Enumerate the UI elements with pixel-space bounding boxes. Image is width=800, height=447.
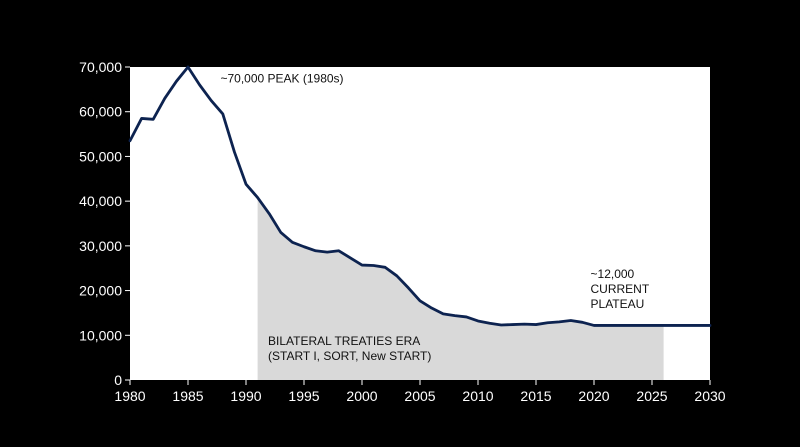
data-point	[535, 323, 537, 325]
annotation-text: PLATEAU	[591, 297, 645, 311]
data-point	[314, 250, 316, 252]
data-point	[604, 324, 606, 326]
warhead-stockpile-line	[128, 65, 712, 327]
y-tick-label: 70,000	[79, 59, 122, 75]
data-point	[570, 319, 572, 321]
y-tick-label: 50,000	[79, 148, 122, 164]
y-tick-label: 30,000	[79, 238, 122, 254]
data-point	[384, 266, 386, 268]
treaty-era-shaded-region	[257, 197, 664, 380]
data-point	[662, 324, 664, 326]
data-point	[465, 316, 467, 318]
data-point	[245, 183, 247, 185]
data-point	[291, 241, 293, 243]
y-tick-label: 60,000	[79, 104, 122, 120]
y-tick-label: 40,000	[79, 193, 122, 209]
data-point	[430, 307, 432, 309]
x-tick-label: 1990	[230, 388, 261, 404]
data-point	[523, 323, 525, 325]
y-tick-label: 0	[114, 372, 122, 388]
data-point	[651, 324, 653, 326]
data-point	[512, 323, 514, 325]
data-point	[419, 300, 421, 302]
treaty-era-label-line: BILATERAL TREATIES ERA	[268, 334, 420, 348]
data-point	[361, 264, 363, 266]
data-point	[581, 321, 583, 323]
data-point	[593, 324, 595, 326]
data-point	[303, 246, 305, 248]
data-point	[500, 324, 502, 326]
data-point	[198, 84, 200, 86]
data-point	[697, 324, 699, 326]
data-point	[175, 80, 177, 82]
data-point	[558, 321, 560, 323]
data-point	[674, 324, 676, 326]
data-point	[639, 324, 641, 326]
x-tick-label: 1995	[288, 388, 319, 404]
data-point	[349, 257, 351, 259]
data-point	[546, 322, 548, 324]
data-point	[488, 322, 490, 324]
x-tick-label: 1985	[172, 388, 203, 404]
data-point	[256, 196, 258, 198]
data-point	[338, 250, 340, 252]
x-tick-label: 1980	[114, 388, 145, 404]
data-point	[210, 99, 212, 101]
treaty-era-label: BILATERAL TREATIES ERA(START I, SORT, Ne…	[268, 334, 431, 363]
x-tick-label: 2015	[520, 388, 551, 404]
annotation-text: CURRENT	[591, 282, 650, 296]
data-point	[233, 151, 235, 153]
data-point	[686, 324, 688, 326]
x-axis: 1980 1985 1990 1995 2000 2005 2010 2015 2020 2025…	[114, 380, 726, 404]
data-point	[396, 275, 398, 277]
data-point	[187, 66, 189, 68]
data-point	[280, 231, 282, 233]
x-tick-label: 2030	[694, 388, 725, 404]
x-tick-label: 2010	[462, 388, 493, 404]
data-point	[454, 314, 456, 316]
data-point	[709, 324, 711, 326]
data-point	[407, 287, 409, 289]
data-point	[477, 320, 479, 322]
data-point	[164, 97, 166, 99]
x-tick-label: 2025	[636, 388, 667, 404]
data-point	[442, 313, 444, 315]
y-tick-label: 20,000	[79, 283, 122, 299]
x-tick-label: 2000	[346, 388, 377, 404]
y-tick-label: 10,000	[79, 327, 122, 343]
annotation-text: ~12,000	[591, 267, 635, 281]
data-point	[326, 251, 328, 253]
data-point	[372, 264, 374, 266]
data-point	[268, 212, 270, 214]
data-point	[140, 117, 142, 119]
data-point	[616, 324, 618, 326]
y-axis: 0 10,000 20,000 30,000 40,000 50,000 60,000 70,…	[79, 59, 130, 388]
data-point	[129, 140, 131, 142]
data-point	[222, 113, 224, 115]
x-tick-label: 2005	[404, 388, 435, 404]
x-tick-label: 2020	[578, 388, 609, 404]
annotation-text: ~70,000 PEAK (1980s)	[220, 72, 343, 86]
data-point	[628, 324, 630, 326]
annotations: ~70,000 PEAK (1980s) ~12,000CURRENTPLATEA…	[220, 72, 649, 311]
treaty-era-label-line: (START I, SORT, New START)	[268, 349, 431, 363]
data-point	[152, 118, 154, 120]
